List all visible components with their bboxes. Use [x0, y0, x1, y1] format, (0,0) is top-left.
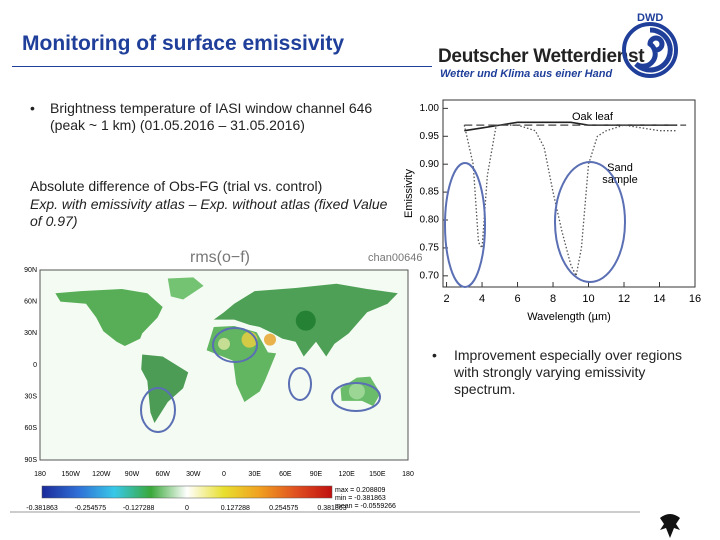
map-title: rms(o−f): [190, 249, 250, 266]
lon-label: 150E: [369, 471, 386, 478]
title-rule: [12, 66, 432, 67]
x-tick-label: 16: [689, 293, 701, 305]
lon-label: 60E: [279, 471, 292, 478]
lon-label: 120E: [338, 471, 355, 478]
lat-label: 30N: [24, 330, 37, 337]
lat-label: 30S: [25, 394, 38, 401]
highlight-ring: [288, 367, 312, 401]
map-stat: min = -0.381863: [335, 495, 386, 502]
lon-label: 30W: [186, 471, 201, 478]
landmass: [55, 289, 163, 346]
logo-name: Deutscher Wetterdienst: [438, 46, 645, 67]
map-stat: mean = -0.0559266: [335, 503, 396, 510]
logo-slogan: Wetter und Klima aus einer Hand: [440, 68, 613, 80]
annotation-box: Sand sample: [602, 162, 638, 186]
y-tick-label: 0.95: [420, 131, 440, 142]
logo-ring: [622, 22, 678, 78]
colorbar-label: 0.381863: [317, 505, 346, 512]
y-tick-label: 0.90: [420, 159, 440, 170]
x-tick-label: 14: [653, 293, 665, 305]
map-patch: [348, 383, 365, 400]
lon-label: 180: [402, 471, 414, 478]
highlight-ring: [331, 382, 381, 412]
x-tick-label: 10: [582, 293, 594, 305]
lat-label: 0: [33, 362, 37, 369]
colorbar-label: -0.127288: [123, 505, 155, 512]
lon-label: 30E: [248, 471, 261, 478]
map-patch: [295, 310, 316, 331]
lon-label: 180: [34, 471, 46, 478]
y-tick-label: 0.70: [420, 270, 440, 281]
colorbar-label: 0.254575: [269, 505, 298, 512]
x-tick-label: 6: [514, 293, 520, 305]
colorbar-label: -0.381863: [26, 505, 58, 512]
lon-label: 60W: [155, 471, 170, 478]
plot-frame: [442, 99, 696, 288]
logo-swirl: [634, 27, 673, 73]
logo-mark: DWD: [637, 12, 664, 24]
lat-label: 90N: [24, 267, 37, 274]
bullet: Brightness temperature of IASI window ch…: [30, 100, 380, 134]
colorbar-label: -0.254575: [75, 505, 107, 512]
lon-label: 120W: [92, 471, 111, 478]
eagle: [660, 514, 680, 538]
highlight-ring: [212, 327, 258, 363]
y-tick-label: 0.80: [420, 215, 440, 226]
map-patch: [218, 337, 230, 350]
highlight-ring: [140, 387, 176, 433]
series-line: [463, 124, 678, 278]
map-patch: [264, 333, 276, 346]
x-tick-label: 12: [618, 293, 630, 305]
annotation: Oak leaf: [572, 111, 614, 123]
annotation: Sand sample: [602, 162, 638, 186]
dwd-logo: [622, 22, 678, 78]
colorbar-label: 0.127288: [221, 505, 250, 512]
x-tick-label: 4: [479, 293, 485, 305]
map-channel: chan00646: [368, 252, 422, 264]
lat-label: 60N: [24, 299, 37, 306]
lon-label: 0: [222, 471, 226, 478]
bullet: Improvement especially over regions with…: [432, 347, 684, 398]
slide-title: Monitoring of surface emissivity: [22, 32, 345, 55]
colorbar: [41, 485, 333, 499]
lat-label: 90S: [25, 457, 38, 464]
x-tick-label: 2: [443, 293, 449, 305]
colorbar-label: 0: [185, 505, 189, 512]
x-tick-label: 8: [550, 293, 556, 305]
landmass: [167, 277, 204, 300]
lat-label: 60S: [25, 425, 38, 432]
lon-label: 90W: [125, 471, 140, 478]
lon-label: 150W: [62, 471, 81, 478]
highlight-ring: [554, 161, 626, 283]
series-line: [464, 121, 678, 132]
y-axis-label: Emissivity: [403, 169, 415, 218]
lon-label: 90E: [310, 471, 323, 478]
caption: Absolute difference of Obs-FG (trial vs.…: [30, 178, 323, 194]
y-tick-label: 0.75: [420, 243, 440, 254]
eagle-shape: [660, 514, 680, 538]
highlight-ring: [444, 162, 486, 288]
y-tick-label: 0.85: [420, 187, 440, 198]
x-axis-label: Wavelength (µm): [527, 311, 611, 323]
caption-italic: Exp. with emissivity atlas – Exp. withou…: [30, 196, 388, 229]
map-stat: max = 0.208809: [335, 487, 386, 494]
y-tick-label: 1.00: [420, 103, 440, 114]
